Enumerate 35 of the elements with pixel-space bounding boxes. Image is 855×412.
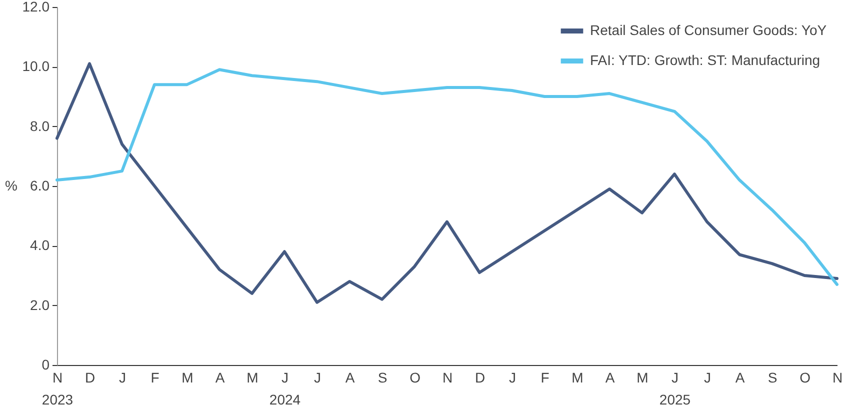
x-tick-label: O — [410, 370, 421, 386]
x-tick-label: A — [605, 370, 616, 386]
x-tick-label: N 2023 — [42, 370, 74, 408]
x-tick-label: M — [182, 370, 194, 386]
x-tick-label: J 2025 — [659, 370, 691, 408]
x-tick-label: J — [704, 370, 711, 386]
y-tick-label: 12.0 — [22, 0, 50, 14]
x-tick-label: J — [119, 370, 126, 386]
legend-label: Retail Sales of Consumer Goods: YoY — [590, 22, 828, 38]
x-tick-label: D — [474, 370, 486, 386]
y-tick-label: 0 — [42, 356, 50, 372]
y-tick-label: 10.0 — [22, 58, 50, 74]
x-tick-label: M — [636, 370, 648, 386]
x-tick-label: N — [832, 370, 843, 386]
x-tick-label: A — [735, 370, 746, 386]
y-axis-title: % — [5, 178, 18, 194]
x-tick-label: M — [246, 370, 258, 386]
y-tick-label: 2.0 — [30, 296, 50, 313]
x-tick-label: J 2024 — [269, 370, 301, 408]
x-tick-label: F — [150, 370, 160, 386]
x-tick-label: A — [215, 370, 226, 386]
legend-label: FAI: YTD: Growth: ST: Manufacturing — [590, 52, 820, 68]
y-tick-label: 8.0 — [30, 118, 50, 134]
x-tick-label: S — [378, 370, 388, 386]
x-tick-label: N — [442, 370, 453, 386]
y-tick-label: 6.0 — [30, 178, 50, 194]
y-tick-label: 4.0 — [30, 237, 50, 254]
x-tick-label: J — [509, 370, 516, 386]
x-tick-label: D — [84, 370, 96, 386]
x-tick-label: O — [800, 370, 811, 386]
x-tick-label: S — [768, 370, 778, 386]
x-tick-label: A — [345, 370, 356, 386]
x-tick-label: F — [540, 370, 550, 386]
x-tick-label: J — [314, 370, 321, 386]
x-tick-label: M — [572, 370, 584, 386]
